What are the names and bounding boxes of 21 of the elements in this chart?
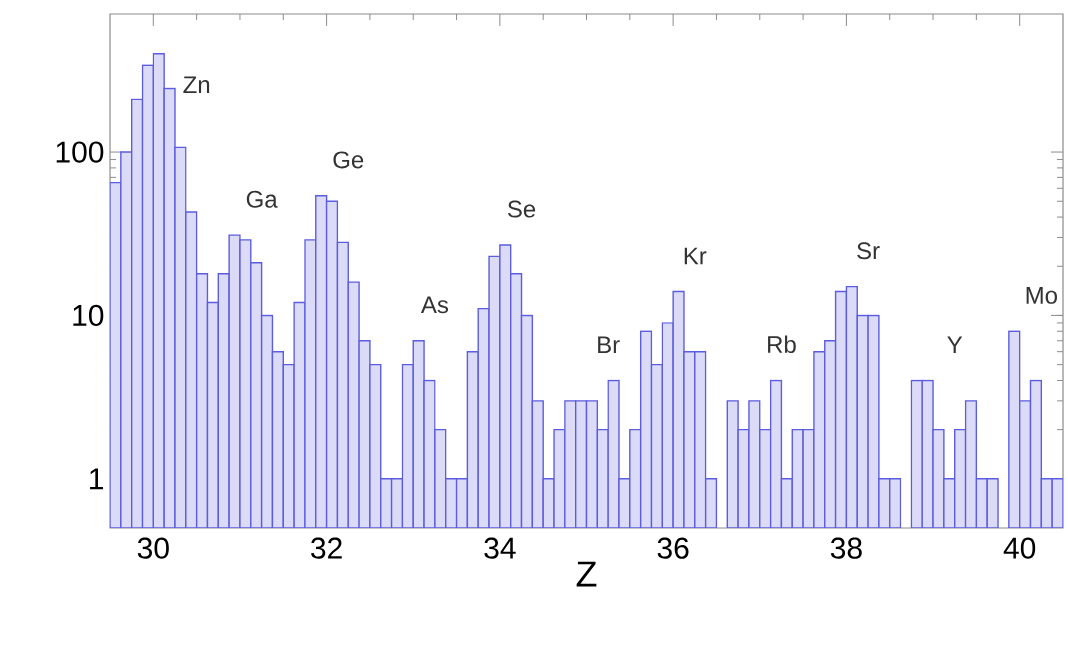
annotation: Zn xyxy=(183,76,210,93)
annotation: Rb xyxy=(768,335,796,354)
annotation: Ga xyxy=(246,190,278,208)
annotation: Mo xyxy=(1026,287,1058,304)
y-tick-label: 10 xyxy=(73,304,104,327)
x-tick-label: 34 xyxy=(484,537,516,559)
y-tick-label: 1 xyxy=(90,468,104,490)
x-tick-label: 32 xyxy=(311,537,342,559)
annotation: Ge xyxy=(333,151,364,169)
y-tick-label: 100 xyxy=(56,141,104,163)
x-tick-label: 30 xyxy=(137,537,169,559)
annotation: Se xyxy=(507,200,536,218)
annotation: Kr xyxy=(684,247,707,265)
x-tick-label: 36 xyxy=(657,537,689,559)
annotation: Sr xyxy=(857,242,880,260)
x-tick-label: 38 xyxy=(830,537,862,559)
annotation: Br xyxy=(598,336,620,354)
x-axis-title: Z xyxy=(576,561,597,587)
x-tick-label: 40 xyxy=(1003,537,1036,559)
annotation: Y xyxy=(947,336,963,354)
annotation: As xyxy=(420,296,449,314)
